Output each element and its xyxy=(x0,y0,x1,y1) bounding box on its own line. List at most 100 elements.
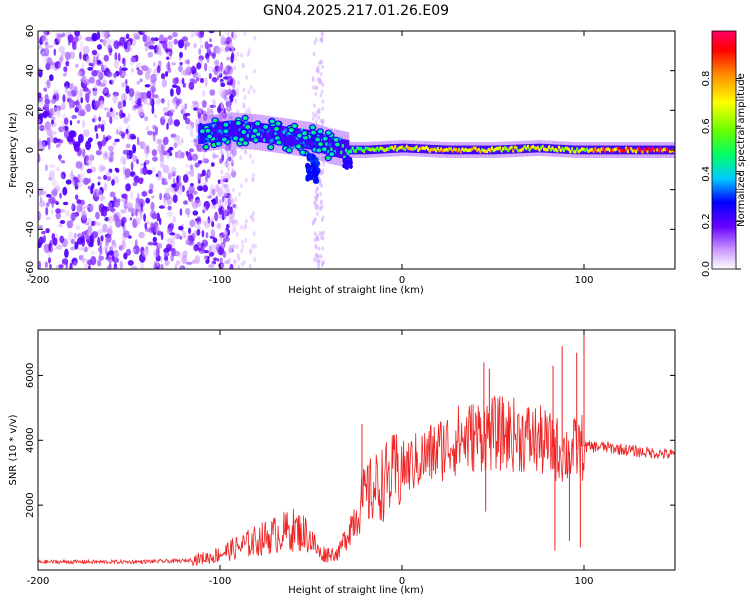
noise-blob xyxy=(253,68,256,74)
ridge-band xyxy=(332,136,335,157)
noise-blob xyxy=(107,202,113,209)
ridge-blob xyxy=(222,121,230,129)
noise-blob xyxy=(127,112,131,122)
noise-blob xyxy=(214,65,219,70)
ridge-band xyxy=(270,124,273,144)
noise-blob xyxy=(142,64,148,70)
noise-blob xyxy=(136,92,142,97)
noise-blob xyxy=(45,164,48,172)
noise-blob xyxy=(71,202,75,210)
noise-blob xyxy=(162,136,169,146)
colorbar-tick-label: 0.4 xyxy=(701,166,712,182)
noise-blob xyxy=(100,100,105,108)
noise-blob xyxy=(172,31,178,38)
noise-blob xyxy=(38,44,42,50)
noise-blob xyxy=(207,195,213,199)
noise-blob xyxy=(82,45,90,55)
noise-blob xyxy=(70,169,74,177)
x-tick-label: -200 xyxy=(27,576,50,587)
noise-blob xyxy=(151,105,155,115)
noise-blob xyxy=(64,248,69,258)
noise-blob xyxy=(190,133,195,138)
noise-blob xyxy=(162,164,170,173)
noise-blob xyxy=(65,60,70,67)
noise-blob xyxy=(80,97,83,104)
ridge-blob xyxy=(299,149,307,156)
noise-blob xyxy=(242,63,246,69)
noise-blob xyxy=(221,36,225,42)
noise-blob xyxy=(185,239,191,245)
noise-blob xyxy=(60,174,65,179)
noise-blob xyxy=(53,237,58,246)
ridge-band xyxy=(340,138,343,159)
noise-blob xyxy=(320,204,324,210)
noise-blob xyxy=(156,45,162,56)
noise-blob xyxy=(314,113,318,119)
noise-blob xyxy=(109,191,116,198)
noise-blob xyxy=(140,202,143,212)
noise-blob xyxy=(227,204,230,211)
noise-blob xyxy=(102,209,107,217)
noise-blob xyxy=(61,102,66,111)
noise-blob xyxy=(147,130,153,136)
noise-blob xyxy=(132,32,140,38)
noise-blob xyxy=(182,174,189,183)
noise-blob xyxy=(63,72,67,77)
noise-blob xyxy=(189,164,194,170)
noise-blob xyxy=(137,192,140,202)
noise-blob xyxy=(92,56,96,66)
noise-blob xyxy=(77,110,85,117)
noise-blob xyxy=(132,218,136,225)
noise-blob xyxy=(314,189,318,194)
noise-blob xyxy=(179,236,183,240)
snr-frame xyxy=(37,329,676,571)
ridge-band xyxy=(347,140,350,160)
noise-blob xyxy=(220,82,226,87)
ridge-band xyxy=(229,120,232,140)
ridge-band xyxy=(280,125,283,146)
noise-blob xyxy=(234,98,237,104)
noise-blob xyxy=(63,66,68,72)
noise-blob xyxy=(191,100,199,105)
noise-blob xyxy=(222,191,226,197)
noise-blob xyxy=(201,245,205,254)
noise-blob xyxy=(220,175,224,181)
noise-blob xyxy=(192,210,199,216)
noise-blob xyxy=(152,132,156,142)
ridge-blob xyxy=(300,130,309,137)
noise-blob xyxy=(113,242,117,249)
ridge-band xyxy=(198,124,201,144)
snr-series-line xyxy=(38,396,675,567)
noise-blob xyxy=(74,176,77,186)
noise-blob xyxy=(112,257,120,264)
noise-blob xyxy=(162,106,169,113)
noise-blob xyxy=(134,239,138,249)
noise-blob xyxy=(41,51,45,59)
noise-blob xyxy=(211,221,215,228)
noise-blob xyxy=(319,191,322,197)
noise-blob xyxy=(67,231,74,241)
noise-blob xyxy=(202,90,206,97)
noise-blob xyxy=(316,203,320,208)
noise-blob xyxy=(193,230,198,238)
noise-blob xyxy=(191,31,195,37)
x-tick-label: -100 xyxy=(209,275,232,286)
noise-blob xyxy=(107,44,112,51)
noise-blob xyxy=(189,219,196,228)
noise-blob xyxy=(144,46,149,52)
noise-blob xyxy=(120,156,126,164)
noise-blob xyxy=(252,231,256,236)
ridge-band xyxy=(235,120,238,141)
branch-blob xyxy=(305,162,311,169)
noise-blob xyxy=(96,229,104,235)
noise-blob xyxy=(166,200,171,206)
ridge-band xyxy=(263,123,266,143)
noise-blob xyxy=(156,97,161,105)
noise-blob xyxy=(321,64,324,70)
x-tick-label: 0 xyxy=(399,576,405,587)
noise-blob xyxy=(43,234,46,244)
noise-blob xyxy=(240,248,243,254)
noise-blob xyxy=(76,199,82,205)
noise-blob xyxy=(161,181,169,186)
noise-blob xyxy=(49,108,55,116)
